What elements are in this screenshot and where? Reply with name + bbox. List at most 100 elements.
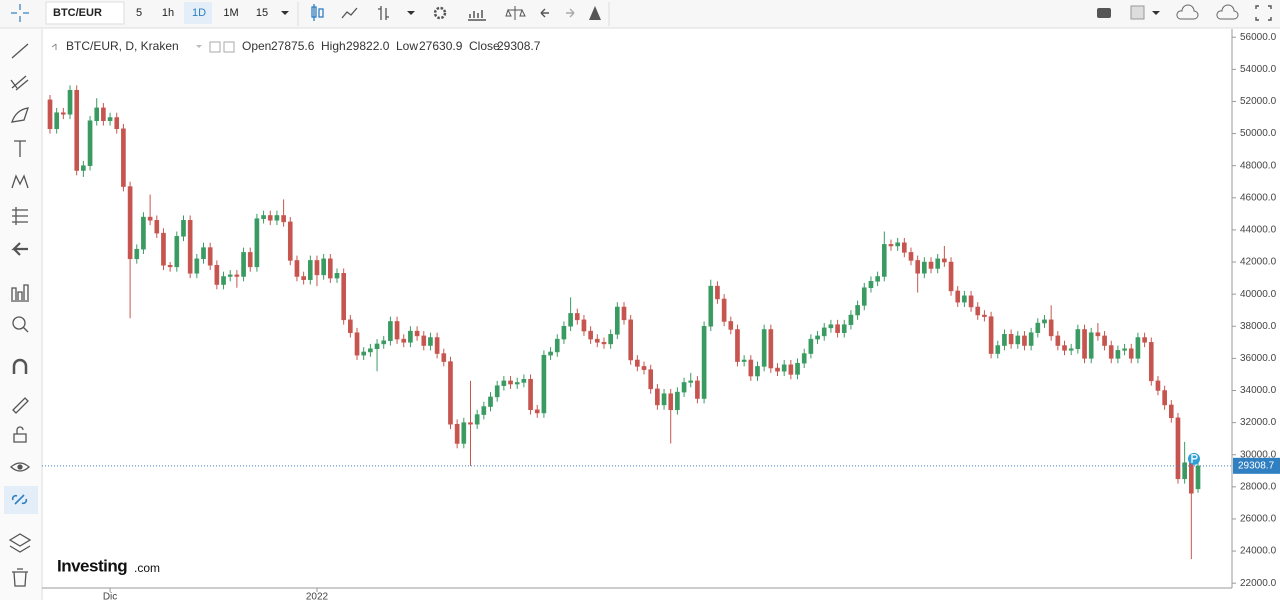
candle-body <box>968 295 974 308</box>
dropdown-arrow[interactable] <box>196 45 202 48</box>
fib-tool[interactable] <box>12 207 28 225</box>
trendline-tool[interactable] <box>11 43 29 59</box>
settings-icon[interactable] <box>433 6 447 20</box>
magnet-tool[interactable] <box>12 358 28 374</box>
candle-body <box>121 128 126 187</box>
dropdown-arrow[interactable] <box>407 11 415 15</box>
y-tick-label: 48000.0 <box>1240 160 1277 171</box>
candle-body <box>935 258 941 269</box>
draw-mode-tool[interactable] <box>12 397 29 414</box>
candle-body <box>675 391 680 411</box>
candle-body <box>948 261 954 292</box>
link-tool[interactable] <box>11 494 28 505</box>
measure-tool[interactable] <box>11 242 28 256</box>
candle-body <box>655 388 660 406</box>
candle-body <box>461 422 467 444</box>
ruler-tool[interactable] <box>11 284 29 302</box>
candle-body <box>394 321 400 340</box>
hide-icon[interactable] <box>209 41 221 53</box>
candle-body <box>468 422 473 425</box>
text-tool[interactable] <box>14 140 26 157</box>
candle-body <box>661 393 667 406</box>
redo-icon[interactable] <box>566 8 575 18</box>
candle-body <box>267 215 273 221</box>
settings-icon[interactable] <box>223 41 235 53</box>
candle-body <box>668 393 674 411</box>
candle-body <box>127 186 133 260</box>
candle-body <box>307 260 313 280</box>
brush-tool[interactable] <box>11 107 29 123</box>
candle-body <box>1048 319 1054 337</box>
candle-body <box>441 353 447 362</box>
candle-body <box>574 313 580 321</box>
candle-body <box>601 342 607 345</box>
collapse-icon[interactable] <box>51 43 57 50</box>
line-chart-icon[interactable] <box>341 7 358 19</box>
interval-button[interactable]: 1h <box>162 7 174 19</box>
candle-body <box>641 366 647 370</box>
candle-body <box>561 326 567 340</box>
candle-body <box>1102 335 1107 346</box>
candle-body <box>174 236 180 268</box>
candle-body <box>688 380 694 383</box>
y-tick-label: 24000.0 <box>1240 546 1277 557</box>
crosshair-icon[interactable] <box>11 4 29 22</box>
fullscreen-icon[interactable] <box>1255 5 1272 21</box>
dropdown-arrow[interactable] <box>281 11 289 15</box>
candle-body <box>728 321 734 330</box>
compare-icon[interactable] <box>505 6 526 20</box>
candle-body <box>741 359 747 362</box>
candle-body <box>301 276 306 280</box>
candle-body <box>354 332 360 356</box>
ohlc-value: 27875.6 <box>271 39 315 53</box>
candle-body <box>281 215 286 223</box>
dropdown-arrow[interactable] <box>1152 11 1160 15</box>
candles-icon[interactable] <box>311 4 324 21</box>
color-icon[interactable] <box>1130 5 1145 20</box>
interval-button[interactable]: 1D <box>192 7 206 19</box>
candle-body <box>141 216 146 250</box>
undo-icon[interactable] <box>540 8 549 18</box>
interval-button[interactable]: 5 <box>136 7 142 19</box>
candle-body <box>47 99 53 130</box>
cloud-load-icon[interactable] <box>1176 4 1199 20</box>
symbol-box[interactable] <box>45 1 125 25</box>
zoom-tool[interactable] <box>12 316 26 330</box>
candle-body <box>74 89 80 171</box>
candle-body <box>521 379 527 383</box>
interval-button[interactable]: 15 <box>256 7 268 19</box>
candle-body <box>381 340 387 345</box>
candle-body <box>681 382 687 393</box>
candles <box>47 85 1201 560</box>
y-tick-label: 36000.0 <box>1240 353 1277 364</box>
lock-tool[interactable] <box>13 426 27 443</box>
interval-button[interactable]: 1M <box>223 7 238 19</box>
candle-body <box>888 244 894 247</box>
candle-body <box>274 215 280 221</box>
candle-body <box>648 369 654 390</box>
y-tick-label: 30000.0 <box>1240 449 1277 460</box>
indicators-icon[interactable] <box>468 10 486 21</box>
pitchfork-tool[interactable] <box>10 75 29 91</box>
bars-icon[interactable] <box>378 6 389 20</box>
candle-body <box>861 287 867 306</box>
alert-icon[interactable] <box>589 6 601 20</box>
candle-body <box>434 337 440 354</box>
x-tick-label: Dic <box>103 592 117 600</box>
candle-body <box>628 319 633 361</box>
visibility-tool[interactable] <box>10 462 30 472</box>
x-tick-label: 2022 <box>306 592 329 600</box>
ohlc-value: 29822.0 <box>346 39 390 53</box>
candle-body <box>1075 329 1081 349</box>
y-tick-label: 56000.0 <box>1240 32 1277 43</box>
pattern-tool[interactable] <box>11 174 29 189</box>
symbol[interactable]: BTC/EUR <box>53 7 102 19</box>
candle-body <box>922 261 927 274</box>
cloud-save-icon[interactable] <box>1216 4 1239 20</box>
snapshot-icon[interactable] <box>1097 8 1111 18</box>
candle-body <box>201 247 206 260</box>
delete-tool[interactable] <box>12 568 28 587</box>
layers-tool[interactable] <box>8 533 32 553</box>
candle-body <box>775 367 780 372</box>
